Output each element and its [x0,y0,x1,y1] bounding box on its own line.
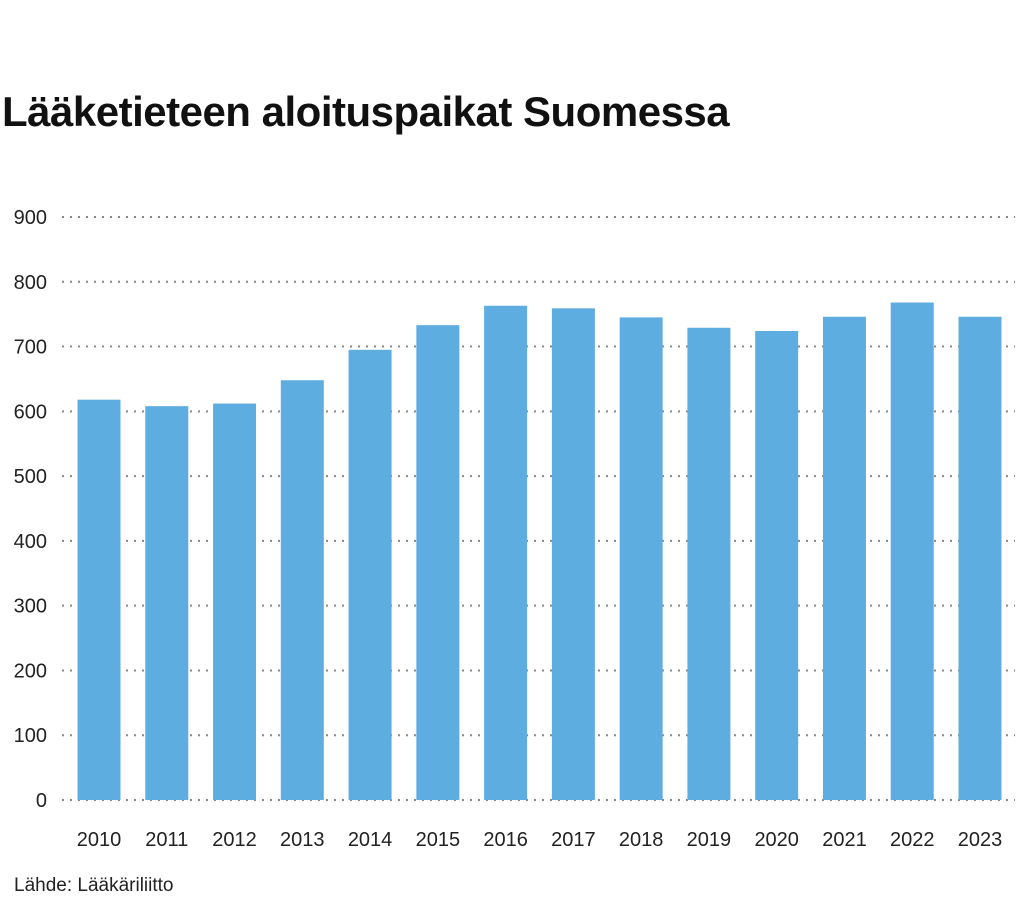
y-tick-label: 500 [14,466,47,488]
bar-2018 [619,317,663,800]
x-tick-label: 2022 [890,829,935,851]
x-tick-label: 2021 [822,829,867,851]
source-note: Lähde: Lääkäriliitto [14,875,174,896]
x-tick-label: 2012 [212,829,257,851]
y-tick-label: 300 [14,596,47,618]
bar-2019 [687,327,731,800]
x-tick-label: 2017 [551,829,596,851]
y-tick-label: 0 [36,790,47,812]
y-tick-label: 700 [14,337,47,359]
x-tick-label: 2023 [958,829,1003,851]
chart-title: Lääketieteen aloituspaikat Suomessa [2,88,730,135]
bar-2016 [484,305,528,800]
bar-2012 [213,403,257,800]
x-tick-label: 2014 [348,829,393,851]
x-tick-label: 2020 [754,829,799,851]
y-tick-label: 400 [14,531,47,553]
bar-2021 [822,316,866,800]
gridlines [62,216,1015,801]
bars [77,302,1002,800]
bar-2023 [958,316,1002,800]
y-tick-label: 200 [14,660,47,682]
bar-2022 [890,302,934,800]
x-tick-label: 2019 [687,829,732,851]
x-tick-label: 2013 [280,829,325,851]
x-axis-ticks: 2010 2011 2012 2013 2014 2015 2016 2017 2018 2019… [77,829,1003,851]
bar-2013 [280,380,324,800]
x-tick-label: 2016 [483,829,528,851]
bar-2010 [77,399,121,800]
x-tick-label: 2011 [145,829,188,851]
y-tick-label: 800 [14,272,47,294]
bar-2014 [348,349,392,800]
bar-2017 [551,308,595,800]
y-tick-label: 600 [14,401,47,423]
y-axis-ticks: 0 100 200 300 400 500 600 700 800 900 [14,207,47,812]
x-tick-label: 2010 [77,829,122,851]
bar-2020 [755,331,799,800]
y-tick-label: 900 [14,207,47,229]
x-tick-label: 2015 [416,829,461,851]
y-tick-label: 100 [14,725,47,747]
x-tick-label: 2018 [619,829,664,851]
bar-2011 [145,406,189,800]
bar-2015 [416,325,460,800]
